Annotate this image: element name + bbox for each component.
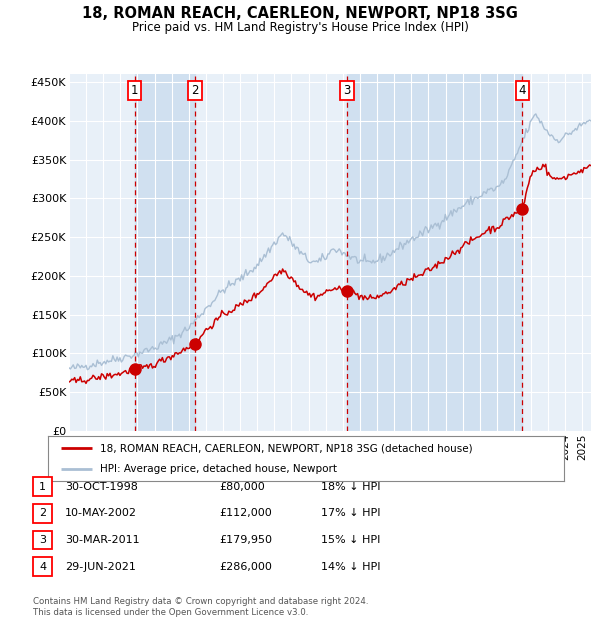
Text: £112,000: £112,000 — [219, 508, 272, 518]
Text: 4: 4 — [39, 562, 46, 572]
Text: 2: 2 — [191, 84, 199, 97]
Text: 15% ↓ HPI: 15% ↓ HPI — [321, 535, 380, 545]
Text: 3: 3 — [39, 535, 46, 545]
Text: 18% ↓ HPI: 18% ↓ HPI — [321, 482, 380, 492]
Text: Price paid vs. HM Land Registry's House Price Index (HPI): Price paid vs. HM Land Registry's House … — [131, 21, 469, 34]
Text: 10-MAY-2002: 10-MAY-2002 — [65, 508, 137, 518]
Bar — [347, 74, 523, 431]
Text: £286,000: £286,000 — [219, 562, 272, 572]
Text: 30-OCT-1998: 30-OCT-1998 — [65, 482, 137, 492]
Text: 29-JUN-2021: 29-JUN-2021 — [65, 562, 136, 572]
Text: Contains HM Land Registry data © Crown copyright and database right 2024.
This d: Contains HM Land Registry data © Crown c… — [33, 598, 368, 617]
Text: 1: 1 — [39, 482, 46, 492]
Text: 1: 1 — [131, 84, 138, 97]
Text: 3: 3 — [343, 84, 351, 97]
Text: 14% ↓ HPI: 14% ↓ HPI — [321, 562, 380, 572]
Text: 4: 4 — [518, 84, 526, 97]
Bar — [134, 74, 195, 431]
Text: 18, ROMAN REACH, CAERLEON, NEWPORT, NP18 3SG: 18, ROMAN REACH, CAERLEON, NEWPORT, NP18… — [82, 6, 518, 21]
Text: 2: 2 — [39, 508, 46, 518]
Text: £179,950: £179,950 — [219, 535, 272, 545]
Text: 18, ROMAN REACH, CAERLEON, NEWPORT, NP18 3SG (detached house): 18, ROMAN REACH, CAERLEON, NEWPORT, NP18… — [100, 443, 472, 453]
Text: HPI: Average price, detached house, Newport: HPI: Average price, detached house, Newp… — [100, 464, 337, 474]
Text: 17% ↓ HPI: 17% ↓ HPI — [321, 508, 380, 518]
Text: 30-MAR-2011: 30-MAR-2011 — [65, 535, 139, 545]
Text: £80,000: £80,000 — [219, 482, 265, 492]
